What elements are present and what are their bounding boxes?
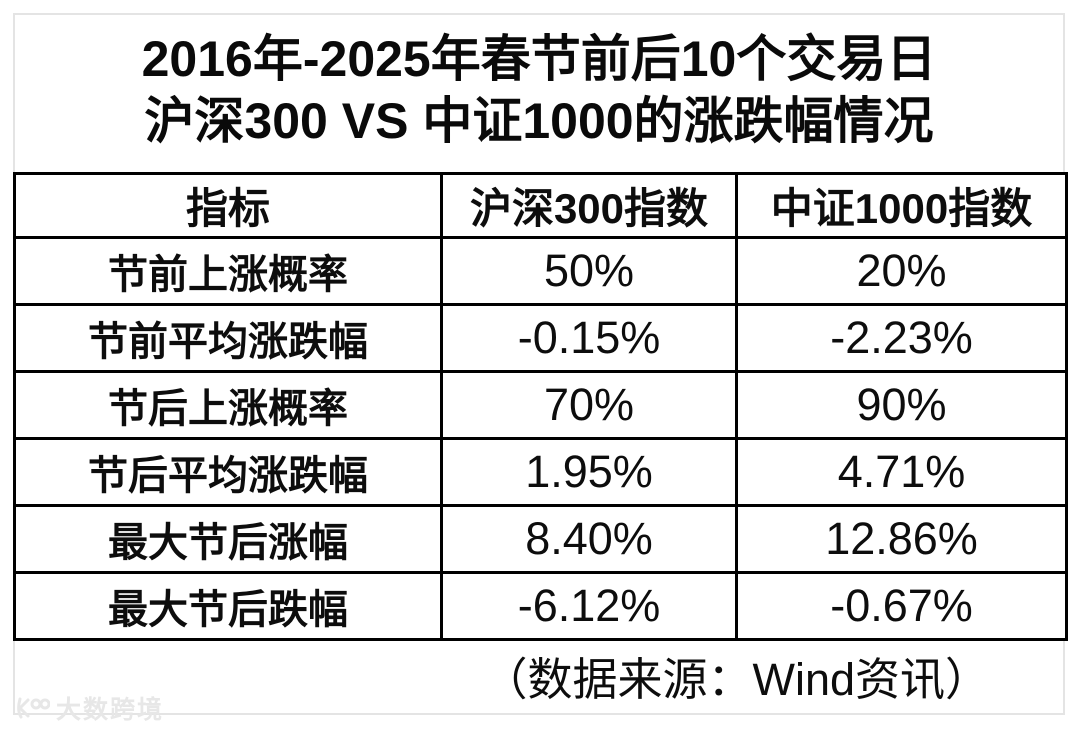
cell-zz1000-post-avg-change: 4.71% — [735, 437, 1068, 507]
column-header-hs300: 沪深300指数 — [440, 172, 738, 239]
cell-zz1000-pre-up-prob: 20% — [735, 236, 1068, 306]
watermark: 大数跨境 — [16, 690, 164, 726]
row-label-pre-holiday-avg-change: 节前平均涨跌幅 — [13, 303, 443, 373]
cell-hs300-post-avg-change: 1.95% — [440, 437, 738, 507]
title-line-1: 2016年-2025年春节前后10个交易日 — [141, 31, 937, 87]
cell-zz1000-post-up-prob: 90% — [735, 370, 1068, 440]
row-label-max-post-holiday-gain: 最大节后涨幅 — [13, 504, 443, 574]
comparison-table: 指标 沪深300指数 中证1000指数 节前上涨概率 50% 20% 节前平均涨… — [13, 172, 1068, 641]
data-source-note: （数据来源：Wind资讯） — [482, 654, 990, 705]
table-row: 最大节后涨幅 8.40% 12.86% — [13, 504, 1068, 574]
row-label-max-post-holiday-loss: 最大节后跌幅 — [13, 571, 443, 641]
page-title: 2016年-2025年春节前后10个交易日 沪深300 VS 中证1000的涨跌… — [0, 28, 1078, 152]
table-header-row: 指标 沪深300指数 中证1000指数 — [13, 172, 1068, 239]
title-line-2: 沪深300 VS 中证1000的涨跌幅情况 — [144, 93, 934, 149]
table-row: 节后上涨概率 70% 90% — [13, 370, 1068, 440]
cell-zz1000-max-gain: 12.86% — [735, 504, 1068, 574]
row-label-pre-holiday-up-probability: 节前上涨概率 — [13, 236, 443, 306]
cell-hs300-max-gain: 8.40% — [440, 504, 738, 574]
cell-hs300-pre-up-prob: 50% — [440, 236, 738, 306]
cell-zz1000-pre-avg-change: -2.23% — [735, 303, 1068, 373]
table-row: 最大节后跌幅 -6.12% -0.67% — [13, 571, 1068, 641]
cell-hs300-post-up-prob: 70% — [440, 370, 738, 440]
table-row: 节后平均涨跌幅 1.95% 4.71% — [13, 437, 1068, 507]
row-label-post-holiday-avg-change: 节后平均涨跌幅 — [13, 437, 443, 507]
table-row: 节前上涨概率 50% 20% — [13, 236, 1068, 306]
watermark-text: 大数跨境 — [56, 696, 165, 724]
row-label-post-holiday-up-probability: 节后上涨概率 — [13, 370, 443, 440]
cell-zz1000-max-loss: -0.67% — [735, 571, 1068, 641]
cell-hs300-max-loss: -6.12% — [440, 571, 738, 641]
dashukuajing-logo-icon — [16, 696, 51, 720]
cell-hs300-pre-avg-change: -0.15% — [440, 303, 738, 373]
column-header-indicator: 指标 — [13, 172, 443, 239]
table-row: 节前平均涨跌幅 -0.15% -2.23% — [13, 303, 1068, 373]
column-header-zz1000: 中证1000指数 — [735, 172, 1068, 239]
